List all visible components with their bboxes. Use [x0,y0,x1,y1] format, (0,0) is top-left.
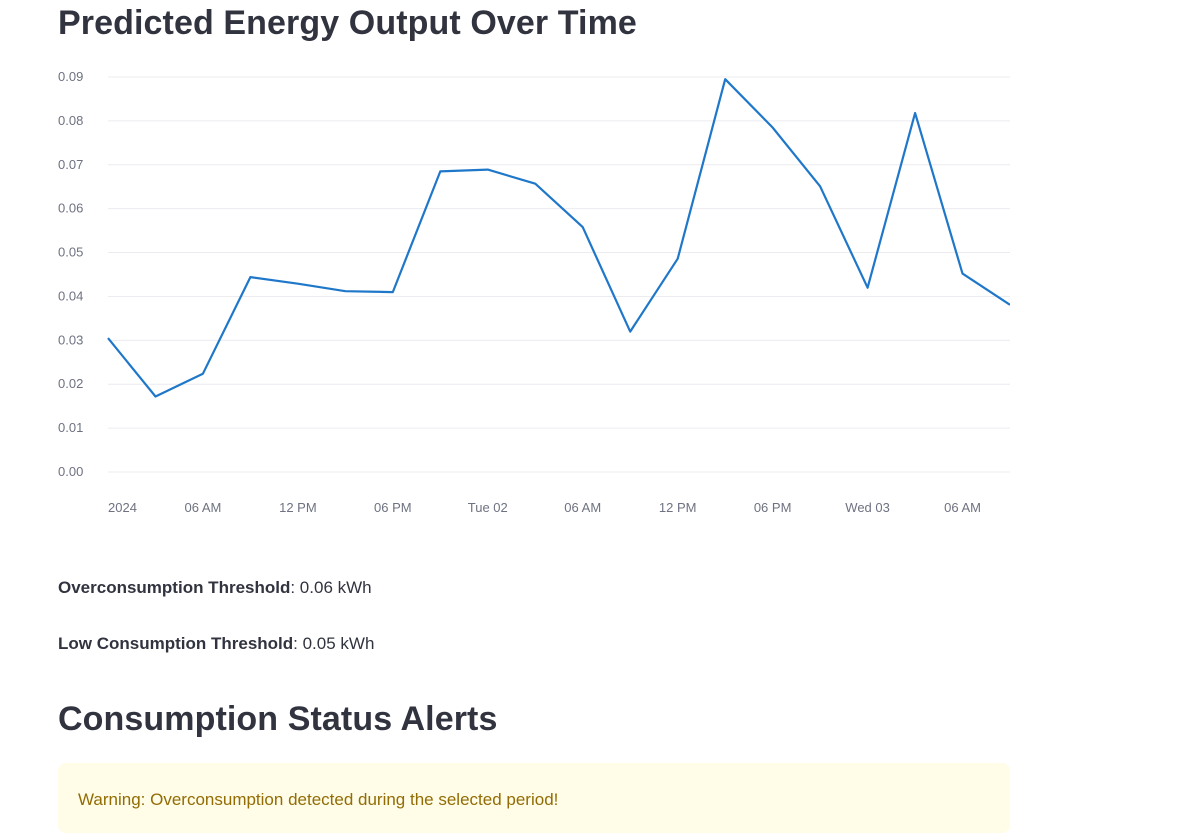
y-tick-label: 0.07 [58,157,83,172]
data-point[interactable] [722,76,728,82]
y-tick-label: 0.01 [58,420,83,435]
data-point[interactable] [485,167,491,173]
data-point[interactable] [247,274,253,280]
warning-alert-text: Warning: Overconsumption detected during… [78,790,559,809]
y-tick-label: 0.09 [58,69,83,84]
x-tick-label: Wed 03 [845,500,890,515]
x-tick-label: 06 AM [944,500,981,515]
x-tick-label: 06 AM [564,500,601,515]
data-point[interactable] [580,224,586,230]
x-tick-label: 06 PM [754,500,792,515]
data-point[interactable] [390,289,396,295]
low-consumption-threshold-value: : 0.05 kWh [293,634,375,653]
data-point[interactable] [437,168,443,174]
data-point[interactable] [865,285,871,291]
energy-line-chart[interactable]: 0.00 0.01 0.02 0.03 0.04 0.05 0.06 0.07 0.08 0.09… [58,62,1010,532]
overconsumption-threshold-label: Overconsumption Threshold [58,578,291,597]
data-point[interactable] [342,288,348,294]
y-tick-label: 0.02 [58,376,83,391]
x-tick-label: 12 PM [279,500,317,515]
warning-alert: Warning: Overconsumption detected during… [58,763,1010,833]
x-tick-label: 06 AM [185,500,222,515]
low-consumption-threshold-label: Low Consumption Threshold [58,634,294,653]
data-point[interactable] [200,371,206,377]
data-point[interactable] [532,181,538,187]
y-tick-label: 0.05 [58,245,83,260]
alerts-section-title: Consumption Status Alerts [58,700,498,738]
data-point[interactable] [817,183,823,189]
y-tick-label: 0.08 [58,113,83,128]
y-tick-label: 0.06 [58,201,83,216]
y-tick-label: 0.03 [58,332,83,347]
overconsumption-threshold-value: : 0.06 kWh [290,578,372,597]
y-tick-label: 0.04 [58,288,83,303]
data-point[interactable] [627,329,633,335]
data-point[interactable] [770,124,776,130]
x-tick-label: 06 PM [374,500,412,515]
x-tick-label: 12 PM [659,500,697,515]
data-point[interactable] [960,271,966,277]
data-point[interactable] [295,281,301,287]
x-tick-label: 2024 [108,500,137,515]
series-line[interactable] [107,78,1010,398]
overconsumption-threshold: Overconsumption Threshold: 0.06 kWh [58,578,372,598]
data-point[interactable] [675,256,681,262]
chart-section-title: Predicted Energy Output Over Time [58,4,637,42]
data-point[interactable] [912,110,918,116]
data-point[interactable] [152,394,158,400]
x-tick-label: Tue 02 [468,500,508,515]
data-point[interactable] [105,335,111,341]
chart-svg: 0.00 0.01 0.02 0.03 0.04 0.05 0.06 0.07 0.08 0.09… [58,69,1010,515]
low-consumption-threshold: Low Consumption Threshold: 0.05 kWh [58,634,374,654]
y-tick-label: 0.00 [58,464,83,479]
